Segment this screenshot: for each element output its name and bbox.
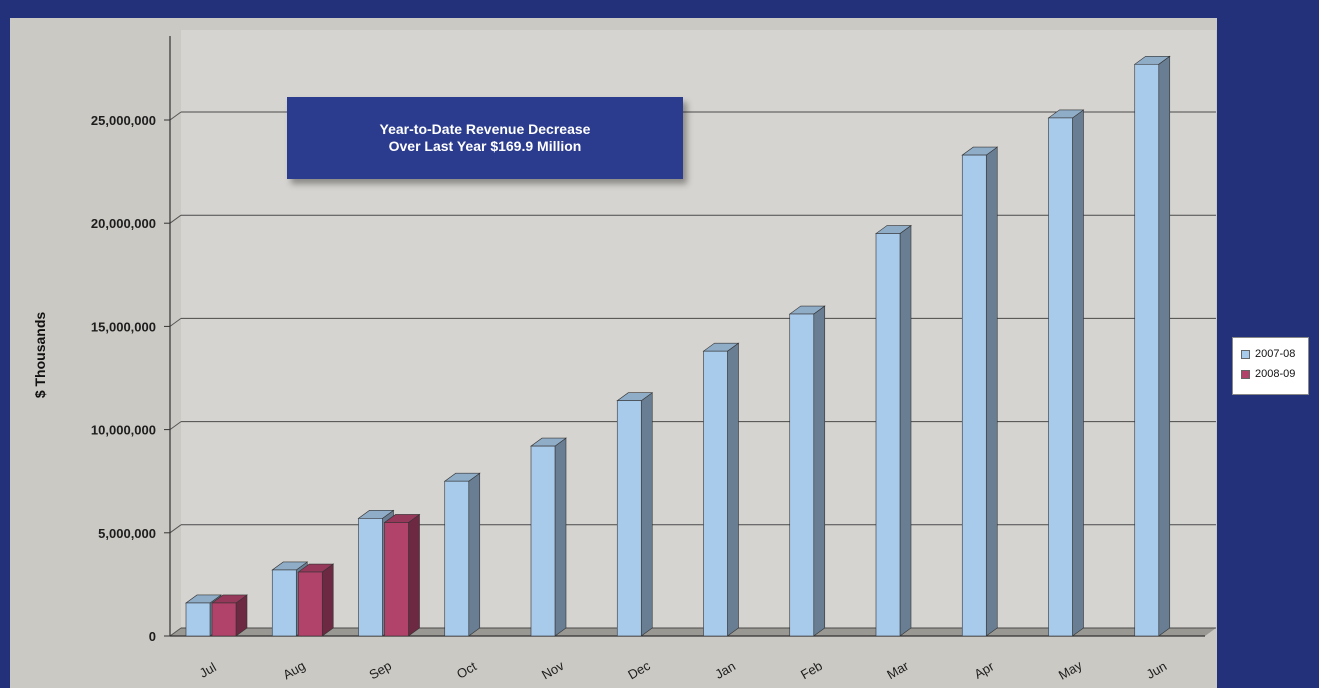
bar-side-200708 — [985, 146, 998, 637]
bar-side-200708 — [1072, 109, 1084, 637]
bar-200708-jan — [703, 350, 728, 637]
y-tick-label: 15,000,000 — [91, 319, 156, 334]
bar-side-200809 — [408, 513, 420, 637]
legend-swatch-2007-08 — [1241, 349, 1250, 359]
plot-floor — [170, 628, 1216, 636]
y-tick-label: 5,000,000 — [98, 526, 156, 541]
bar-200708-sep — [358, 518, 383, 637]
bar-side-200708 — [899, 224, 912, 637]
y-tick-label: 10,000,000 — [91, 423, 156, 438]
bar-200708-oct — [444, 480, 470, 637]
gridline-depth — [169, 627, 182, 637]
chart-legend: 2007-08 2008-09 — [1232, 337, 1309, 395]
gridline-depth — [169, 111, 182, 121]
gridline-depth — [169, 317, 182, 327]
bar-200708-may — [1048, 117, 1073, 637]
legend-item-2008-09: 2008-09 — [1241, 364, 1308, 384]
plot-area: 0 5,000,000 10,000,000 15,000,000 20,000,000… — [91, 30, 1216, 683]
bar-200809-sep — [384, 522, 409, 637]
bar-200708-jun — [1134, 63, 1160, 637]
revenue-decrease-callout: Year-to-Date Revenue Decrease Over Last … — [287, 97, 683, 179]
bar-200708-jul — [185, 602, 211, 637]
bar-side-200708 — [554, 437, 567, 637]
bar-200708-nov — [530, 445, 556, 637]
bar-200809-jul — [211, 602, 237, 637]
bar-side-200809 — [321, 563, 334, 637]
legend-label-2008-09: 2008-09 — [1255, 368, 1296, 380]
legend-label-2007-08: 2007-08 — [1255, 348, 1296, 360]
callout-line-2: Over Last Year $169.9 Million — [388, 138, 582, 154]
y-axis-label: $ Thousands — [32, 312, 48, 399]
bar-200708-apr — [961, 154, 987, 637]
bar-200708-aug — [271, 569, 297, 637]
y-tick-label: 20,000,000 — [91, 216, 156, 231]
callout-line-1: Year-to-Date Revenue Decrease — [379, 121, 591, 137]
legend-item-2007-08: 2007-08 — [1241, 344, 1308, 364]
gridline-depth — [169, 214, 182, 224]
bar-side-200708 — [813, 305, 826, 637]
bar-200809-aug — [297, 571, 323, 637]
x-tick-label: Jul — [197, 659, 219, 680]
bar-200708-dec — [616, 400, 642, 637]
bar-side-200708 — [1158, 55, 1171, 637]
bar-side-200708 — [640, 392, 653, 637]
plot-wall — [181, 30, 1216, 628]
y-tick-label: 25,000,000 — [91, 113, 156, 128]
bar-side-200708 — [468, 472, 481, 637]
bar-200708-feb — [789, 313, 815, 637]
bar-200708-mar — [875, 233, 901, 637]
bar-side-200708 — [727, 342, 739, 637]
gridline-depth — [169, 421, 182, 431]
y-tick-label: 0 — [149, 629, 156, 644]
gridline-depth — [169, 524, 182, 534]
legend-swatch-2008-09 — [1241, 369, 1250, 379]
